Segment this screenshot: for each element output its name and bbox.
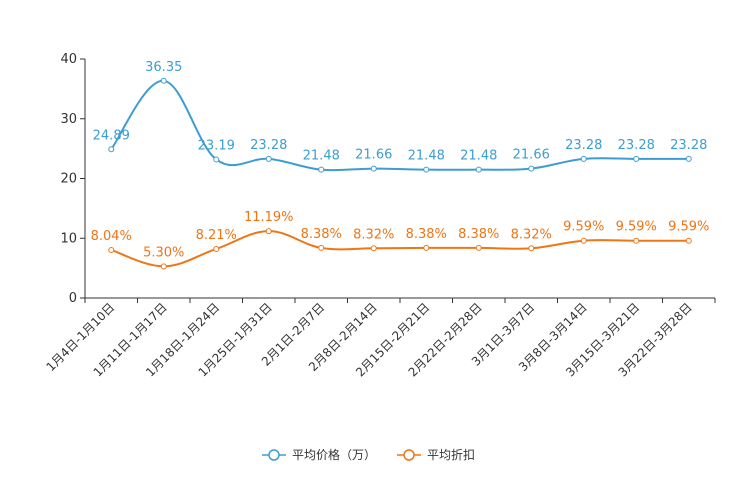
series-1: 24.89 36.35 23.19 23.28 21.48 21.66 21.48 21.48…	[93, 60, 707, 173]
data-point[interactable]	[318, 244, 325, 251]
series-2: 8.04% 5.30% 8.21% 11.19% 8.38% 8.32% 8.38% 8.38…	[91, 210, 709, 270]
data-label: 9.59%	[616, 220, 657, 235]
data-label: 8.32%	[511, 227, 552, 242]
y-tick-label: 10	[60, 231, 77, 246]
legend-label: 平均折扣	[427, 447, 475, 462]
series-layer: 24.89 36.35 23.19 23.28 21.48 21.66 21.48 21.48…	[91, 60, 709, 270]
data-label: 21.48	[408, 149, 445, 164]
data-point[interactable]	[475, 244, 482, 251]
data-point[interactable]	[528, 165, 535, 172]
data-point[interactable]	[265, 155, 272, 162]
y-tick-label: 0	[69, 291, 77, 306]
data-label: 23.28	[670, 138, 707, 153]
data-point[interactable]	[370, 165, 377, 172]
data-point[interactable]	[213, 245, 220, 252]
data-point[interactable]	[423, 244, 430, 251]
data-label: 21.48	[303, 149, 340, 164]
data-label: 36.35	[145, 60, 182, 75]
legend[interactable]: 平均价格（万） 平均折扣	[262, 447, 475, 462]
legend-marker-icon	[403, 449, 415, 461]
data-point[interactable]	[318, 166, 325, 173]
data-point[interactable]	[265, 228, 272, 235]
data-point[interactable]	[213, 156, 220, 163]
data-label: 11.19%	[244, 210, 294, 225]
data-point[interactable]	[160, 263, 167, 270]
data-label: 23.28	[250, 138, 287, 153]
data-label: 23.28	[565, 138, 602, 153]
legend-marker-icon	[268, 449, 280, 461]
data-point[interactable]	[580, 155, 587, 162]
data-label: 8.38%	[301, 227, 342, 242]
data-label: 9.59%	[563, 220, 604, 235]
axes: 0102030401月4日-1月10日1月11日-1月17日1月18日-1月24…	[43, 52, 716, 380]
y-tick-label: 30	[60, 112, 77, 127]
data-label: 8.04%	[91, 229, 132, 244]
data-point[interactable]	[108, 246, 115, 253]
legend-item-1[interactable]: 平均价格（万）	[262, 447, 376, 462]
data-point[interactable]	[633, 237, 640, 244]
y-tick-label: 20	[60, 172, 77, 187]
y-tick-label: 40	[60, 52, 77, 67]
data-label: 21.48	[460, 149, 497, 164]
data-point[interactable]	[633, 155, 640, 162]
data-point[interactable]	[685, 237, 692, 244]
data-label: 24.89	[93, 128, 130, 143]
data-point[interactable]	[160, 77, 167, 84]
data-point[interactable]	[528, 245, 535, 252]
data-label: 9.59%	[668, 220, 709, 235]
legend-label: 平均价格（万）	[292, 447, 376, 462]
data-label: 23.28	[618, 138, 655, 153]
series-line	[110, 79, 689, 172]
data-label: 5.30%	[143, 245, 184, 260]
legend-item-2[interactable]: 平均折扣	[397, 447, 475, 462]
data-point[interactable]	[423, 166, 430, 173]
data-label: 23.19	[198, 138, 235, 153]
data-point[interactable]	[580, 237, 587, 244]
data-point[interactable]	[108, 146, 115, 153]
series-line	[110, 230, 689, 268]
data-point[interactable]	[370, 245, 377, 252]
data-label: 8.21%	[196, 228, 237, 243]
data-label: 8.38%	[458, 227, 499, 242]
data-label: 8.38%	[406, 227, 447, 242]
data-point[interactable]	[475, 166, 482, 173]
data-label: 21.66	[513, 148, 550, 163]
data-point[interactable]	[685, 155, 692, 162]
data-label: 8.32%	[353, 227, 394, 242]
data-label: 21.66	[355, 148, 392, 163]
